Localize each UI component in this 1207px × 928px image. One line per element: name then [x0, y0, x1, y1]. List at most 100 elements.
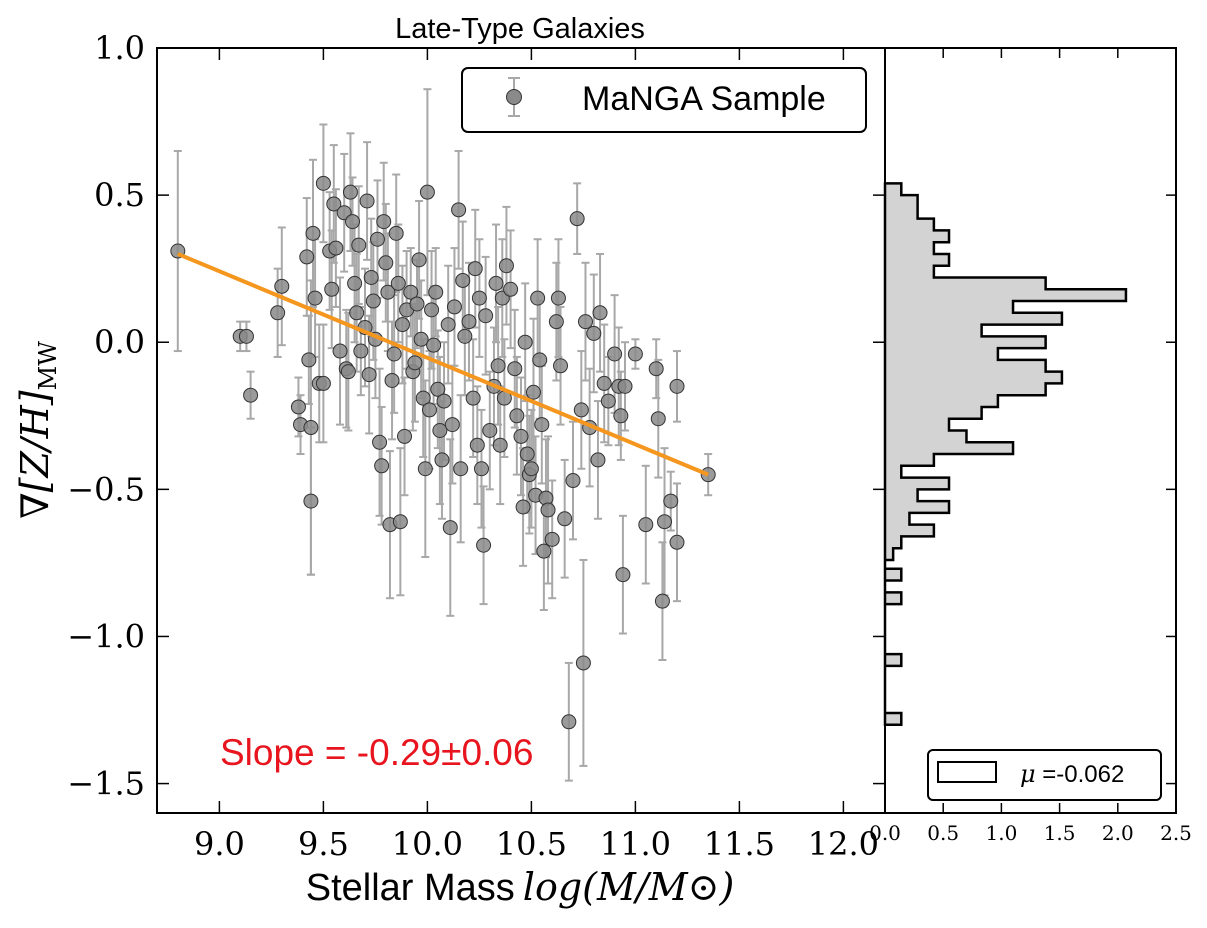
chart-title: Late-Type Galaxies [395, 13, 645, 45]
data-point [428, 284, 444, 300]
data-point [342, 184, 358, 200]
data-point [488, 275, 504, 291]
data-point [378, 255, 394, 271]
point-layer [170, 175, 716, 730]
legend-marker [506, 89, 522, 105]
data-point [544, 531, 560, 547]
data-point [347, 275, 363, 291]
data-point [374, 458, 390, 474]
data-point [569, 211, 585, 227]
data-point [386, 346, 402, 362]
data-point [303, 493, 319, 509]
data-point [290, 399, 306, 415]
data-point [482, 423, 498, 438]
data-point [363, 270, 379, 285]
legend: MaNGA Sample [461, 67, 867, 133]
data-point [369, 231, 385, 247]
x-tick-label: 10.0 [392, 825, 463, 863]
data-point [617, 378, 633, 394]
hist-x-tick-label: 0.5 [927, 821, 959, 845]
data-point [394, 317, 410, 333]
data-point [419, 184, 435, 200]
data-point [523, 461, 539, 477]
data-point [426, 337, 442, 353]
data-point [503, 281, 519, 297]
data-point [372, 434, 388, 450]
data-point [353, 343, 369, 359]
data-point [513, 428, 529, 444]
histogram-bars [883, 182, 1128, 726]
x-tick-label: 9.0 [194, 825, 245, 863]
y-tick-label: 0.5 [94, 176, 145, 214]
data-point [324, 281, 340, 297]
y-tick-label: −1.5 [67, 765, 145, 803]
data-point [465, 390, 481, 406]
data-point [307, 290, 323, 306]
data-point [471, 290, 487, 306]
data-point [444, 417, 460, 433]
hist-x-tick-label: 2.5 [1160, 821, 1192, 845]
y-tick-label: −1.0 [67, 617, 145, 655]
data-point [550, 290, 566, 306]
hist-x-tick-label: 0.0 [869, 821, 901, 845]
data-point [403, 284, 419, 300]
data-point [424, 302, 440, 318]
data-point [421, 402, 437, 418]
data-point [238, 328, 254, 344]
data-point [627, 346, 643, 362]
data-point [557, 511, 573, 527]
data-point [397, 428, 413, 444]
data-point [301, 352, 317, 368]
data-point [519, 446, 535, 462]
data-point [380, 284, 396, 300]
data-point [663, 493, 679, 509]
data-point [561, 714, 577, 730]
data-point [461, 314, 477, 330]
data-point [615, 567, 631, 583]
legend-label: MaNGA Sample [582, 80, 826, 118]
data-point [654, 593, 670, 609]
data-point [648, 361, 664, 377]
data-point [392, 514, 408, 530]
data-point [376, 214, 392, 230]
data-point [492, 437, 508, 453]
data-point [365, 293, 381, 309]
x-tick-label: 12.0 [808, 825, 879, 863]
y-tick-label: 1.0 [94, 29, 145, 67]
data-point [446, 299, 462, 315]
hist-x-tick-label: 1.5 [1044, 821, 1076, 845]
data-point [476, 537, 492, 553]
data-point [540, 502, 556, 518]
x-tick-label: 10.5 [496, 825, 567, 863]
data-point [613, 408, 629, 424]
data-point [442, 520, 458, 536]
data-point [638, 517, 654, 533]
scatter-panel: 9.0 9.5 10.0 10.5 11.0 11.5 12.0 −1.5 −1.0 −0.5 0.… [67, 29, 886, 863]
x-axis-label: Stellar Mass log(M/M⊙) [306, 865, 735, 909]
histogram-panel: 0.0 0.5 1.0 1.5 2.0 2.5 [869, 47, 1192, 845]
y-tick-label: −0.5 [67, 470, 145, 508]
data-point [432, 423, 448, 438]
fit-line [177, 252, 709, 477]
data-point [326, 196, 342, 212]
data-point [669, 378, 685, 394]
hist-legend-label: μ =-0.062 [1020, 760, 1124, 788]
data-point [455, 272, 471, 288]
data-point [548, 314, 564, 330]
data-point [361, 367, 377, 383]
data-point [525, 384, 541, 400]
main-axis-ticks: 9.0 9.5 10.0 10.5 11.0 11.5 12.0 −1.5 −1.0 −0.5 0.… [67, 29, 885, 863]
data-point [417, 461, 433, 477]
hist-axis-ticks: 0.0 0.5 1.0 1.5 2.0 2.5 [869, 47, 1192, 845]
data-point [490, 358, 506, 374]
hist-legend: μ =-0.062 [927, 749, 1162, 801]
x-tick-label: 11.5 [704, 825, 775, 863]
data-point [384, 372, 400, 388]
data-point [590, 452, 606, 468]
y-axis-label: ∇[Z/H]MW [13, 341, 62, 519]
data-point [473, 461, 489, 477]
x-tick-label: 9.5 [298, 825, 349, 863]
y-tick-label: 0.0 [94, 323, 145, 361]
data-point [315, 375, 331, 391]
data-point [600, 393, 616, 409]
